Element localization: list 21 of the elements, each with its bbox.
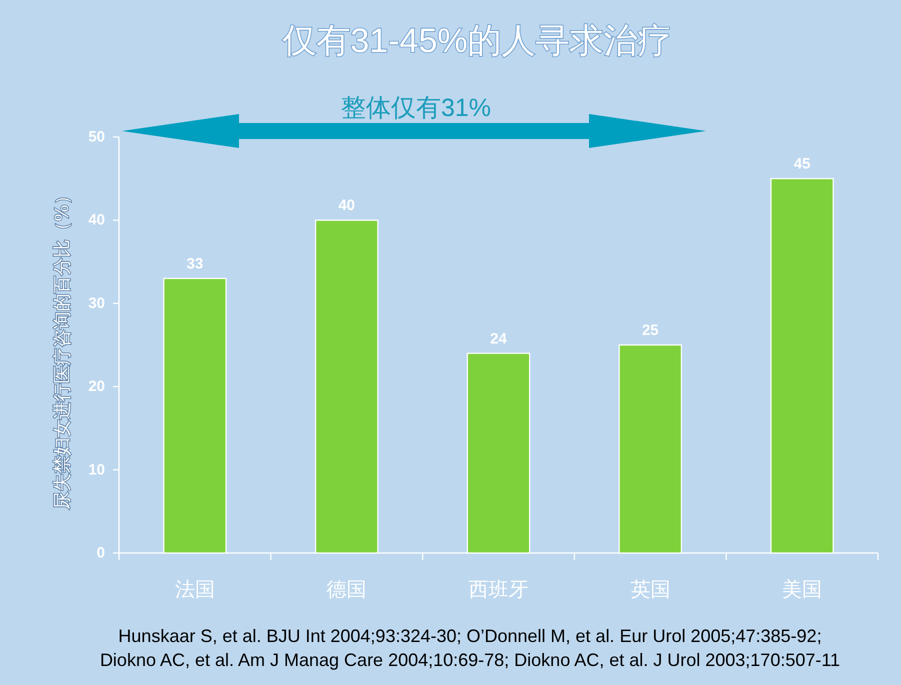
title: 仅有31-45%的人寻求治疗 [282,22,672,60]
y-tick-label: 10 [88,461,105,478]
data-label: 33 [186,255,204,272]
x-tick-label: 西班牙 [468,577,528,601]
data-label: 45 [794,156,810,173]
annotation: Diokno AC, et al. Am J Manag Care 2004;10:69-78; Diokno AC, et al. J Urol 2003;170:507-11 [100,650,840,670]
ylabel: 尿失禁妇女进行医疗咨询的百分比（%） [52,186,73,510]
data-label: 24 [490,330,507,348]
x-tick-label: 英国 [630,577,670,601]
y-tick-label: 30 [88,294,105,312]
data-label: 40 [338,197,356,214]
x-tick-label: 德国 [326,577,367,601]
x-tick-label: 美国 [782,577,822,601]
x-tick-label: 法国 [174,577,215,601]
annotation: 整体仅有31% [340,94,492,122]
data-label: 25 [642,322,659,339]
y-tick-label: 50 [88,128,105,146]
y-tick-label: 20 [88,378,105,396]
y-tick-label: 0 [96,544,105,562]
annotation: Hunskaar S, et al. BJU Int 2004;93:324-30; O’Donnell M, et al. Eur Urol 2005;47:385-92; [118,626,822,646]
y-tick-label: 40 [88,212,105,229]
